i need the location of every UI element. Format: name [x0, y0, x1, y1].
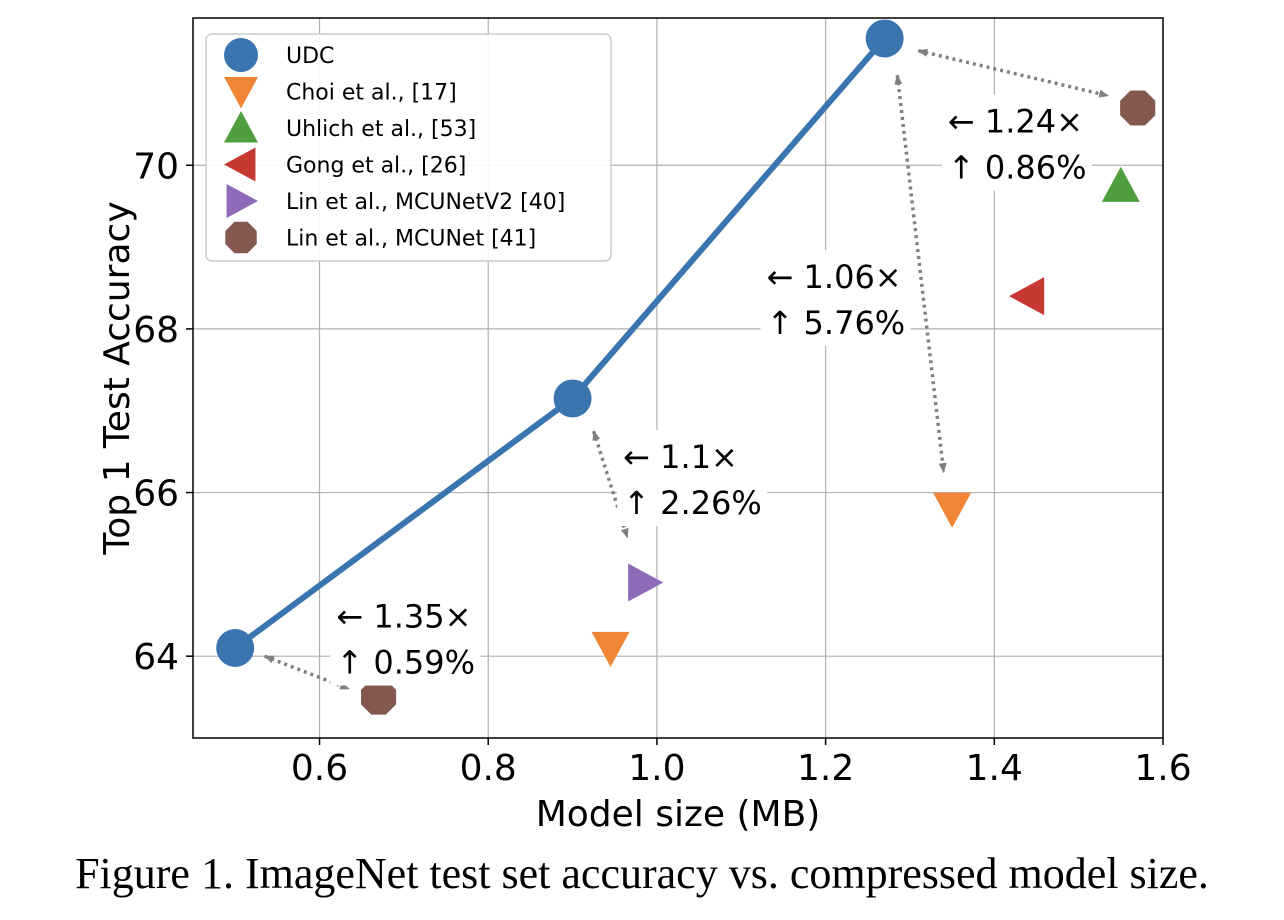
annotation-arrow — [263, 654, 350, 691]
annotation-size-ratio: ← 1.06× — [767, 258, 902, 296]
legend-label: Lin et al., MCUNetV2 [40] — [286, 190, 565, 215]
data-point-triangle-up — [1101, 166, 1140, 202]
data-point-circle — [865, 19, 904, 58]
legend-marker-triangle-left — [224, 147, 256, 182]
series-lin-et-al-mcunet-41 — [361, 90, 1156, 715]
annotation: ← 1.24× ↑ 0.86% — [917, 48, 1110, 191]
legend: UDC Choi et al., [17] Uhlich et al., [53] G… — [205, 33, 612, 262]
legend-entry: Uhlich et al., [53] — [224, 111, 476, 143]
y-tick-label: 66 — [133, 474, 179, 515]
legend-entry: Lin et al., MCUNet [41] — [225, 221, 536, 254]
series-gong-et-al-26 — [1009, 277, 1045, 316]
figure-caption: Figure 1. ImageNet test set accuracy vs.… — [75, 849, 1209, 898]
figure-chart: 0.6 0.8 1.0 1.2 1.4 1.6 64 66 68 70 ← 1.35× ↑ 0.5… — [97, 17, 1192, 835]
annotations: ← 1.35× ↑ 0.59% ← 1.1× ↑ 2.26% ← 1.06× ↑ 5.76… — [263, 48, 1110, 691]
legend-marker-triangle-down — [224, 77, 258, 109]
data-point-circle — [553, 379, 592, 418]
x-axis-ticks: 0.6 0.8 1.0 1.2 1.4 1.6 — [291, 738, 1192, 789]
annotation-size-ratio: ← 1.24× — [948, 103, 1083, 141]
annotation-background — [330, 589, 481, 686]
legend-entry: Gong et al., [26] — [224, 147, 466, 182]
x-tick-label: 1.0 — [628, 748, 685, 789]
legend-frame — [205, 33, 612, 262]
series-choi-et-al-17 — [591, 492, 972, 667]
series-uhlich-et-al-53 — [1101, 166, 1140, 202]
x-tick-label: 0.8 — [460, 748, 517, 789]
annotation-arrow — [917, 48, 1110, 98]
annotation: ← 1.1× ↑ 2.26% — [591, 430, 768, 539]
data-point-circle — [216, 629, 255, 667]
plot-frame — [192, 17, 1164, 739]
legend-entry: Lin et al., MCUNetV2 [40] — [226, 184, 565, 218]
data-point-octagon — [361, 679, 397, 715]
annotation: ← 1.06× ↑ 5.76% — [760, 74, 947, 474]
data-point-triangle-down — [591, 631, 630, 667]
data-point-triangle-down — [933, 492, 972, 528]
annotation-accuracy-gain: ↑ 0.86% — [948, 149, 1087, 187]
legend-label: UDC — [286, 44, 334, 69]
y-tick-label: 64 — [133, 637, 179, 678]
annotation-size-ratio: ← 1.1× — [623, 438, 738, 476]
annotation-background — [617, 430, 768, 526]
y-axis-ticks: 64 66 68 70 — [133, 146, 193, 678]
annotation-background — [760, 250, 911, 346]
series-lin-et-al-mcunetv2-40 — [628, 563, 664, 602]
series-udc — [216, 19, 904, 667]
legend-label: Choi et al., [17] — [286, 81, 457, 106]
legend-marker-triangle-up — [224, 111, 258, 143]
y-tick-label: 68 — [133, 310, 179, 351]
x-tick-label: 1.4 — [966, 748, 1023, 789]
legend-entry: UDC — [224, 38, 334, 72]
x-tick-label: 1.2 — [797, 748, 854, 789]
data-point-octagon — [1120, 90, 1156, 126]
data-point-triangle-right — [628, 563, 664, 602]
annotation-size-ratio: ← 1.35× — [336, 598, 471, 636]
annotation-accuracy-gain: ↑ 2.26% — [623, 484, 762, 522]
legend-marker-circle — [224, 38, 258, 72]
data-point-triangle-left — [1009, 277, 1045, 316]
y-tick-label: 70 — [133, 146, 179, 187]
data-series — [216, 19, 1156, 715]
annotation-accuracy-gain: ↑ 5.76% — [767, 304, 906, 342]
legend-label: Gong et al., [26] — [286, 154, 466, 179]
legend-label: Lin et al., MCUNet [41] — [286, 227, 536, 252]
legend-marker-octagon — [225, 221, 257, 254]
legend-entry: Choi et al., [17] — [224, 77, 457, 109]
x-tick-label: 1.6 — [1134, 748, 1191, 789]
x-tick-label: 0.6 — [291, 748, 348, 789]
annotation: ← 1.35× ↑ 0.59% — [263, 589, 481, 691]
y-axis-label: Top 1 Test Accuracy — [97, 201, 138, 555]
x-axis-label: Model size (MB) — [536, 794, 821, 835]
legend-marker-triangle-right — [226, 184, 258, 218]
annotation-accuracy-gain: ↑ 0.59% — [336, 644, 475, 682]
annotation-background — [941, 94, 1092, 191]
legend-label: Uhlich et al., [53] — [286, 117, 476, 142]
